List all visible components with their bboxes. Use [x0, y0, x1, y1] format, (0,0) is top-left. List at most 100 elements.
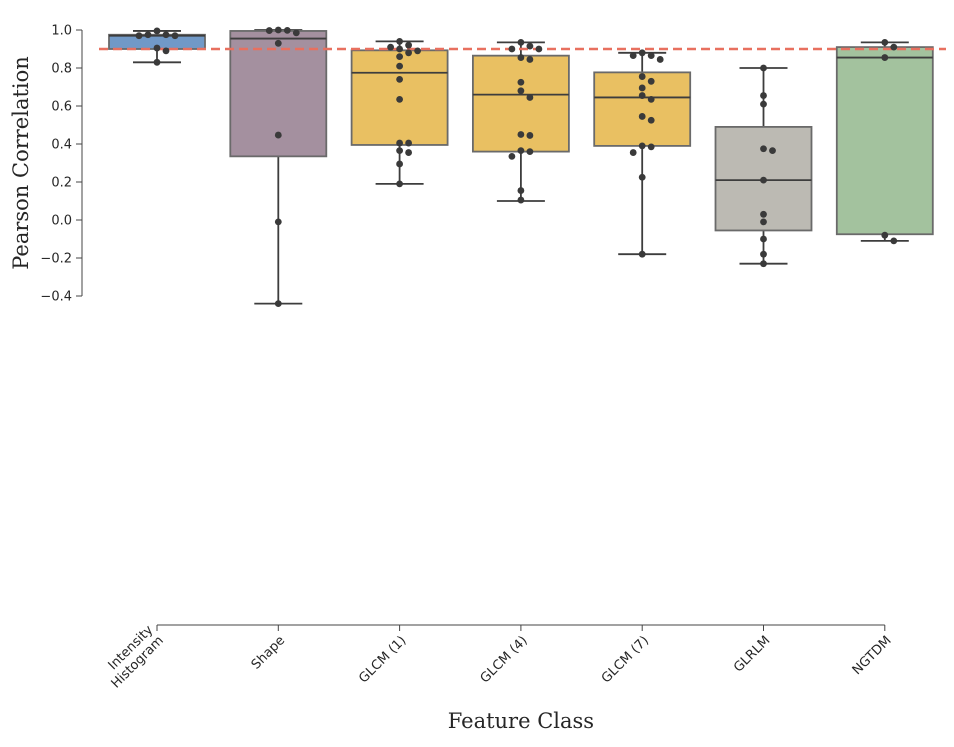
data-point	[396, 76, 403, 83]
data-points	[135, 26, 898, 307]
y-tick-label: 0.4	[51, 138, 72, 153]
x-tick-label: IntensityHistogram	[98, 622, 167, 691]
data-point	[647, 143, 655, 151]
data-point	[274, 218, 282, 226]
data-point	[508, 45, 516, 53]
data-point	[405, 139, 412, 147]
data-point	[760, 235, 767, 243]
x-tick-label-line: Shape	[249, 633, 288, 672]
data-point	[638, 142, 646, 150]
data-point	[526, 42, 534, 50]
data-point	[760, 218, 767, 226]
data-point	[517, 87, 525, 95]
data-point	[890, 237, 898, 245]
data-point	[517, 131, 525, 138]
data-point	[508, 152, 516, 160]
data-point	[517, 196, 525, 204]
box-0	[108, 30, 206, 64]
data-point	[396, 180, 403, 188]
box-3	[471, 41, 570, 202]
x-tick-label: GLCM (4)	[478, 633, 531, 686]
data-point	[517, 38, 525, 46]
data-point	[638, 113, 646, 120]
data-point	[638, 49, 646, 57]
y-tick-label: −0.2	[40, 252, 72, 267]
y-tick-label: 0.0	[51, 214, 72, 229]
data-point	[760, 92, 767, 99]
x-tick-label-line: GLCM (1)	[356, 633, 409, 686]
data-point	[387, 43, 394, 51]
y-tick-label: 0.6	[51, 100, 72, 115]
data-point	[647, 77, 655, 85]
data-point	[265, 27, 273, 34]
data-point	[405, 41, 412, 49]
data-point	[396, 139, 403, 147]
box-iqr	[593, 71, 692, 147]
data-point	[526, 56, 534, 63]
data-point	[396, 53, 403, 60]
data-point	[526, 94, 534, 101]
data-point	[647, 95, 655, 103]
data-point	[638, 73, 646, 80]
y-tick-label: 0.8	[51, 62, 72, 77]
data-point	[647, 116, 655, 124]
y-tick-label: 1.0	[51, 24, 72, 39]
data-point	[171, 32, 179, 40]
data-point	[405, 49, 412, 57]
data-point	[760, 176, 767, 184]
data-point	[881, 38, 889, 46]
x-axis: IntensityHistogram Shape GLCM (1) GLCM (4) G…	[98, 622, 895, 691]
data-point	[153, 27, 161, 35]
data-point	[881, 54, 889, 61]
data-point	[769, 147, 776, 155]
x-axis-title: Feature Class	[448, 709, 594, 733]
data-point	[760, 145, 767, 153]
data-point	[396, 160, 403, 168]
x-tick-label: GLRLM	[731, 633, 773, 675]
data-point	[396, 38, 403, 45]
y-tick-label: 0.2	[51, 176, 72, 191]
data-point	[517, 54, 525, 61]
data-point	[517, 187, 525, 194]
data-point	[638, 92, 646, 99]
data-point	[135, 32, 143, 40]
data-point	[647, 52, 655, 60]
data-point	[629, 149, 637, 156]
x-tick-label: Shape	[249, 633, 288, 672]
x-tick-label: NGTDM	[850, 633, 895, 678]
y-axis-title: Pearson Correlation	[9, 56, 33, 270]
data-point	[760, 210, 767, 218]
data-point	[760, 64, 767, 72]
data-point	[414, 47, 421, 55]
y-axis: −0.4 −0.2 0.0 0.2 0.4 0.6 0.8 1.0	[40, 24, 83, 305]
data-point	[638, 250, 646, 258]
box-series	[108, 29, 934, 305]
data-point	[274, 39, 282, 47]
data-point	[526, 132, 534, 139]
data-point	[396, 147, 403, 155]
data-point	[629, 52, 637, 60]
data-point	[526, 148, 534, 156]
data-point	[881, 231, 889, 239]
data-point	[405, 149, 412, 156]
data-point	[144, 31, 152, 39]
data-point	[153, 44, 161, 52]
data-point	[396, 95, 403, 103]
data-point	[638, 173, 646, 181]
data-point	[274, 26, 282, 34]
data-point	[890, 43, 898, 51]
data-point	[162, 47, 170, 55]
y-tick-label: −0.4	[40, 290, 72, 305]
data-point	[274, 300, 282, 307]
x-tick-label-line: NGTDM	[850, 633, 895, 678]
data-point	[292, 29, 300, 37]
data-point	[638, 84, 646, 92]
x-tick-label-line: GLCM (7)	[599, 633, 652, 686]
data-point	[153, 58, 161, 66]
data-point	[274, 131, 282, 139]
data-point	[760, 250, 767, 258]
box-iqr	[835, 46, 934, 236]
box-6	[835, 41, 934, 242]
data-point	[517, 147, 525, 155]
